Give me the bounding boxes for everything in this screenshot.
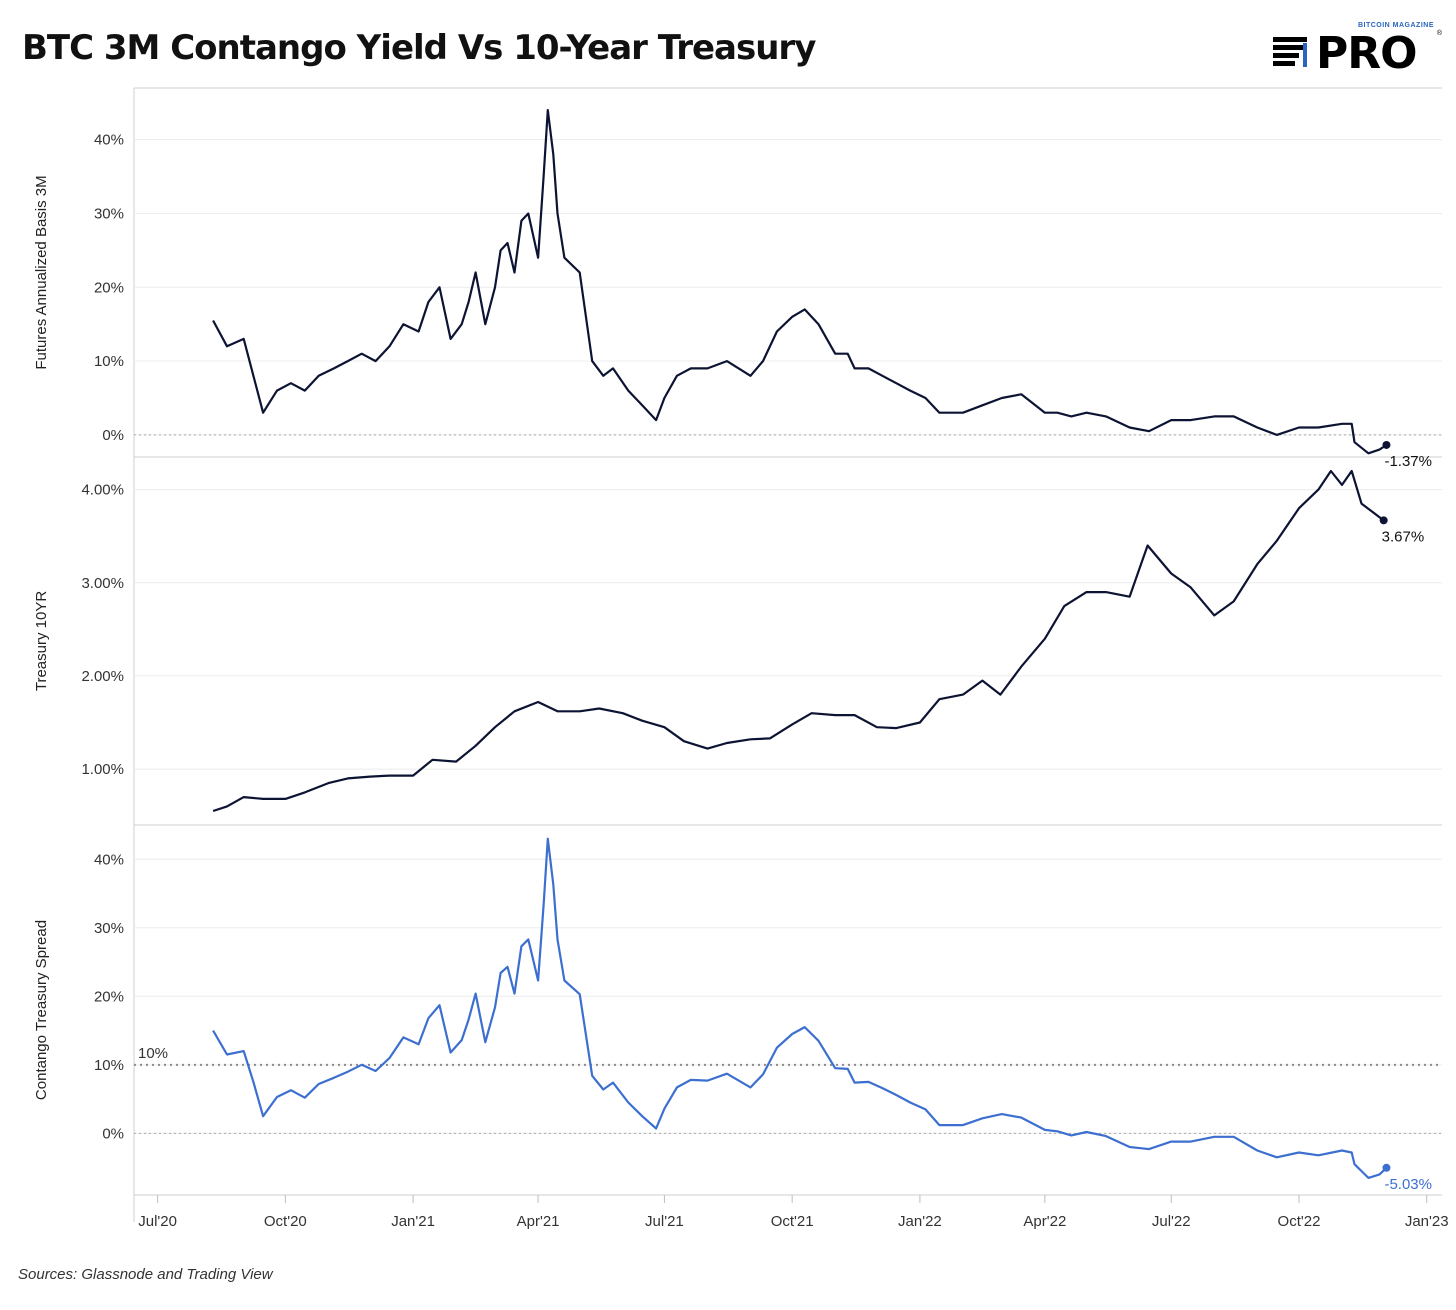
x-tick-label: Oct'20 (264, 1213, 307, 1230)
y-tick-label: 3.00% (81, 575, 124, 592)
logo-bars-icon (1273, 37, 1307, 67)
y-tick-label: 20% (94, 279, 124, 296)
chart-canvas: 0% 10% 20% 30% 40% Futures Annualized Basis 3… (33, 87, 1449, 1230)
series-line (212, 469, 1385, 813)
y-tick-label: 1.00% (81, 761, 124, 778)
x-tick-label: Jul'22 (1152, 1213, 1191, 1230)
reference-line-label: 10% (138, 1045, 168, 1062)
x-tick-label: Jan'21 (391, 1213, 435, 1230)
series-end-label: -1.37% (1384, 453, 1432, 470)
series-line (212, 837, 1388, 1180)
y-tick-label: 10% (94, 353, 124, 370)
x-tick-label: Jan'23 (1405, 1213, 1449, 1230)
y-tick-label: 10% (94, 1057, 124, 1074)
x-tick-label: Jan'22 (898, 1213, 942, 1230)
y-tick-label: 4.00% (81, 482, 124, 499)
x-tick-label: Oct'22 (1278, 1213, 1321, 1230)
series-end-marker (1379, 516, 1388, 525)
logo-registered-mark: ® (1436, 30, 1442, 37)
logo-top-text: BITCOIN MAGAZINE (1357, 22, 1434, 29)
y-tick-label: 30% (94, 205, 124, 222)
x-tick-label: Jul'21 (645, 1213, 684, 1230)
y-axis-title: Treasury 10YR (33, 591, 50, 691)
y-tick-label: 0% (102, 427, 124, 444)
y-tick-label: 0% (102, 1125, 124, 1142)
x-tick-label: Oct'21 (771, 1213, 814, 1230)
chart-title: BTC 3M Contango Yield Vs 10-Year Treasur… (22, 28, 816, 68)
series-line (212, 108, 1388, 455)
series-end-marker (1382, 440, 1391, 449)
y-tick-label: 40% (94, 132, 124, 149)
x-tick-label: Apr'21 (517, 1213, 560, 1230)
series-end-label: 3.67% (1382, 528, 1425, 545)
x-tick-label: Apr'22 (1023, 1213, 1066, 1230)
logo-pro-text: PRO (1316, 28, 1418, 79)
y-tick-label: 40% (94, 851, 124, 868)
bitcoin-magazine-pro-logo: BITCOIN MAGAZINE PRO ® (1270, 22, 1446, 79)
y-axis-title: Contango Treasury Spread (33, 920, 50, 1100)
series-end-marker (1382, 1163, 1391, 1172)
y-tick-label: 2.00% (81, 668, 124, 685)
source-note: Sources: Glassnode and Trading View (18, 1266, 273, 1283)
x-tick-label: Jul'20 (138, 1213, 177, 1230)
y-tick-label: 20% (94, 988, 124, 1005)
y-tick-label: 30% (94, 920, 124, 937)
y-axis-title: Futures Annualized Basis 3M (33, 175, 50, 369)
series-end-label: -5.03% (1384, 1176, 1432, 1193)
